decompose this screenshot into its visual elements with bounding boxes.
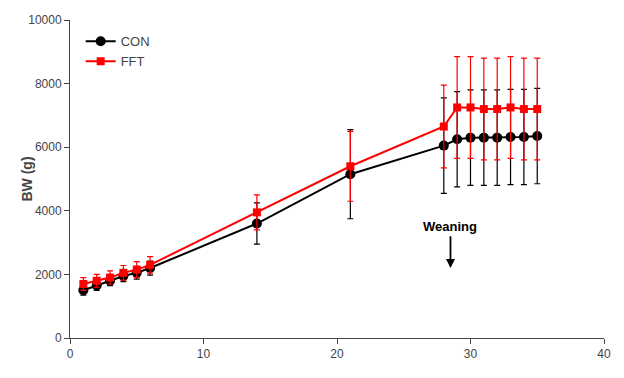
svg-text:8000: 8000 bbox=[35, 77, 62, 91]
svg-text:10000: 10000 bbox=[28, 13, 62, 27]
svg-text:2000: 2000 bbox=[35, 268, 62, 282]
svg-text:FFT: FFT bbox=[121, 54, 145, 69]
svg-text:CON: CON bbox=[121, 34, 150, 49]
svg-text:0: 0 bbox=[55, 331, 62, 345]
svg-text:30: 30 bbox=[464, 347, 478, 361]
svg-text:0: 0 bbox=[67, 347, 74, 361]
svg-text:4000: 4000 bbox=[35, 204, 62, 218]
svg-text:20: 20 bbox=[330, 347, 344, 361]
svg-text:6000: 6000 bbox=[35, 140, 62, 154]
svg-text:10: 10 bbox=[197, 347, 211, 361]
svg-text:40: 40 bbox=[597, 347, 611, 361]
svg-text:BW (g): BW (g) bbox=[19, 156, 35, 201]
svg-text:Weaning: Weaning bbox=[423, 219, 477, 234]
